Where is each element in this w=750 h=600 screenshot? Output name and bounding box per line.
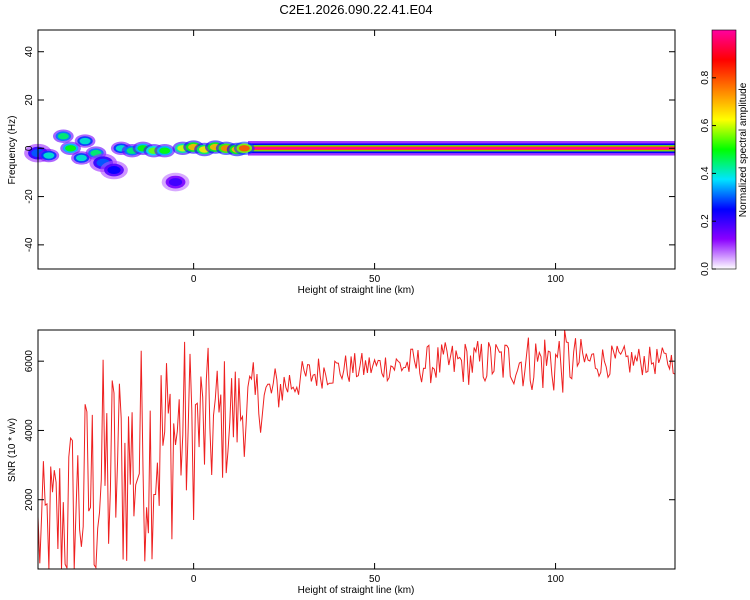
spectrogram-blob bbox=[65, 145, 77, 152]
snr-xtick-label: 100 bbox=[547, 574, 564, 585]
colorbar-gradient bbox=[712, 30, 736, 269]
snr-plot-area bbox=[38, 330, 675, 569]
spectrogram-marks bbox=[24, 129, 675, 192]
spectrogram-blob bbox=[43, 152, 55, 159]
spectrogram-panel: 0 50 100 -40 -20 0 20 40 Height of straight lin… bbox=[7, 29, 676, 296]
spectrogram-xtick-label: 50 bbox=[369, 274, 381, 285]
spectrogram-line-band bbox=[247, 147, 675, 150]
spectrogram-blob bbox=[75, 154, 87, 162]
colorbar-label: Normalized spectral amplitude bbox=[738, 82, 749, 217]
spectrogram-ticks: 0 50 100 -40 -20 0 20 40 bbox=[24, 30, 675, 285]
snr-frame bbox=[37, 329, 676, 570]
snr-xtick-label: 0 bbox=[191, 574, 197, 585]
colorbar-tick-label: 0.4 bbox=[700, 166, 711, 180]
spectrogram-blob bbox=[238, 145, 250, 152]
spectrogram-blob bbox=[79, 137, 91, 145]
snr-ytick-label: 2000 bbox=[24, 488, 35, 511]
snr-xlabel: Height of straight line (km) bbox=[298, 585, 415, 596]
spectrogram-ytick-label: 0 bbox=[24, 145, 35, 151]
spectrogram-ytick-label: -20 bbox=[24, 189, 35, 204]
colorbar-frame bbox=[711, 29, 737, 270]
spectrogram-blob bbox=[107, 166, 121, 175]
figure-title: C2E1.2026.090.22.41.E04 bbox=[279, 2, 432, 17]
colorbar-tick-label: 0.8 bbox=[700, 70, 711, 84]
spectrogram-blob bbox=[168, 178, 183, 187]
snr-ytick-label: 4000 bbox=[24, 419, 35, 442]
snr-ticks: 0 50 100 2000 4000 6000 bbox=[24, 330, 675, 585]
spectrogram-ytick-label: 40 bbox=[24, 46, 35, 58]
snr-xtick-label: 50 bbox=[369, 574, 381, 585]
spectrogram-xtick-label: 100 bbox=[547, 274, 564, 285]
colorbar: 0.0 0.2 0.4 0.6 0.8 Normalized spectral ampl… bbox=[700, 29, 749, 276]
colorbar-tick-label: 0.2 bbox=[700, 214, 711, 228]
snr-panel: 0 50 100 2000 4000 6000 Height of straight li… bbox=[7, 329, 676, 596]
colorbar-tick-label: 0.6 bbox=[700, 118, 711, 132]
spectrogram-xlabel: Height of straight line (km) bbox=[298, 285, 415, 296]
spectrogram-ylabel: Frequency (Hz) bbox=[7, 116, 18, 185]
snr-ytick-label: 6000 bbox=[24, 350, 35, 373]
snr-ylabel: SNR (10 * v/v) bbox=[7, 418, 18, 482]
spectrogram-ytick-label: 20 bbox=[24, 94, 35, 106]
spectrogram-blob bbox=[57, 133, 69, 140]
spectrogram-frame bbox=[37, 29, 676, 270]
colorbar-ticks: 0.0 0.2 0.4 0.6 0.8 bbox=[700, 70, 716, 276]
spectrogram-xtick-label: 0 bbox=[191, 274, 197, 285]
snr-series-line bbox=[37, 329, 676, 570]
colorbar-tick-label: 0.0 bbox=[700, 262, 711, 276]
spectrogram-blob bbox=[159, 147, 171, 154]
spectrogram-ytick-label: -40 bbox=[24, 237, 35, 252]
